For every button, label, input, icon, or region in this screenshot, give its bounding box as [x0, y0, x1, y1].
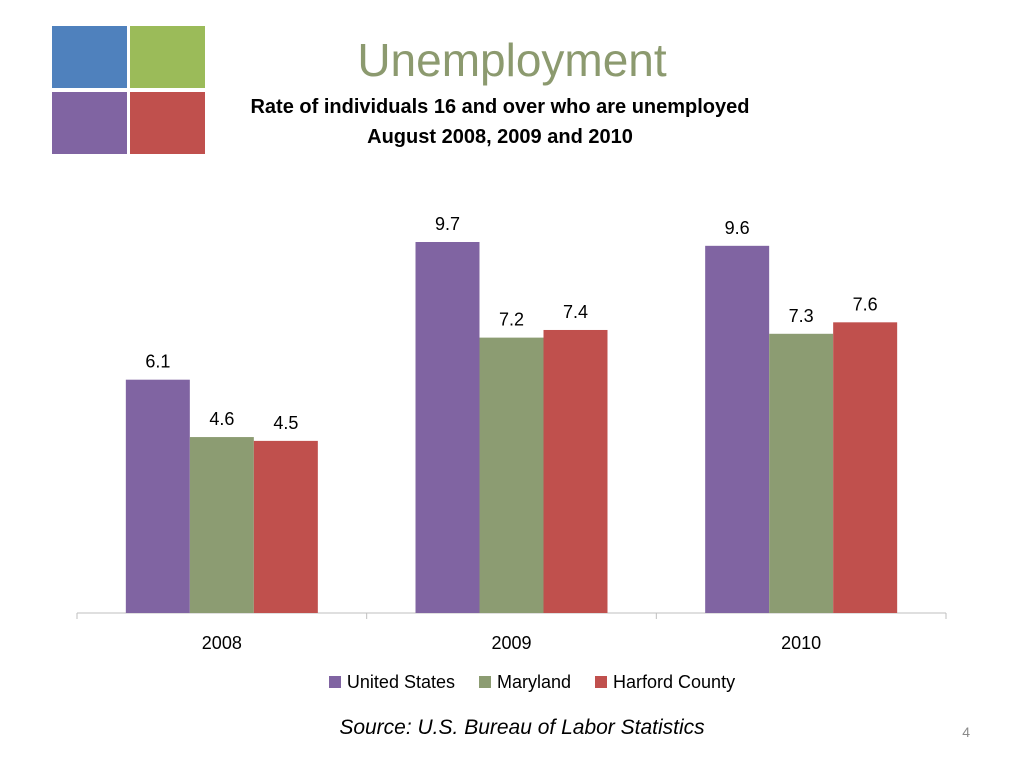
slide-title: Unemployment	[357, 34, 667, 86]
logo-squares	[52, 26, 205, 154]
bar-maryland-2010	[769, 333, 834, 613]
bar-united-states-2009	[415, 242, 480, 613]
x-tick-label: 2008	[202, 633, 242, 653]
data-label: 4.5	[273, 413, 298, 433]
bar-maryland-2009	[479, 337, 544, 613]
legend-item: Harford County	[595, 672, 735, 693]
source-note: Source: U.S. Bureau of Labor Statistics	[339, 716, 705, 739]
page-number: 4	[962, 724, 970, 740]
data-label: 4.6	[209, 409, 234, 429]
data-label: 7.3	[789, 306, 814, 326]
x-tick-label: 2010	[781, 633, 821, 653]
legend-item: United States	[328, 672, 455, 693]
data-label: 7.2	[499, 310, 524, 330]
data-label: 6.1	[145, 352, 170, 372]
data-label: 9.6	[725, 218, 750, 238]
bar-maryland-2008	[189, 437, 254, 613]
legend-item: Maryland	[478, 672, 572, 693]
logo-square-blue	[52, 26, 127, 88]
legend-swatch	[328, 676, 341, 688]
bar-united-states-2010	[705, 245, 770, 613]
bar-harford-county-2010	[833, 322, 898, 613]
logo-square-green	[130, 26, 205, 88]
data-label: 7.6	[853, 294, 878, 314]
legend-swatch	[478, 676, 491, 688]
chart-subtitle-line1: Rate of individuals 16 and over who are …	[250, 96, 750, 118]
bar-united-states-2008	[125, 379, 190, 613]
legend-label: Harford County	[613, 672, 736, 692]
chart-legend: United States Maryland Harford County	[0, 672, 1024, 693]
legend-label: United States	[346, 672, 455, 692]
bar-harford-county-2008	[253, 440, 318, 613]
x-tick-label: 2009	[491, 633, 531, 653]
logo-square-purple	[52, 92, 127, 154]
legend-label: Maryland	[496, 672, 572, 692]
bar-harford-county-2009	[543, 329, 608, 613]
logo-square-red	[130, 92, 205, 154]
data-label: 7.4	[563, 302, 588, 322]
legend-swatch	[595, 676, 608, 688]
data-label: 9.7	[435, 214, 460, 234]
chart-subtitle-line2: August 2008, 2009 and 2010	[367, 126, 633, 148]
